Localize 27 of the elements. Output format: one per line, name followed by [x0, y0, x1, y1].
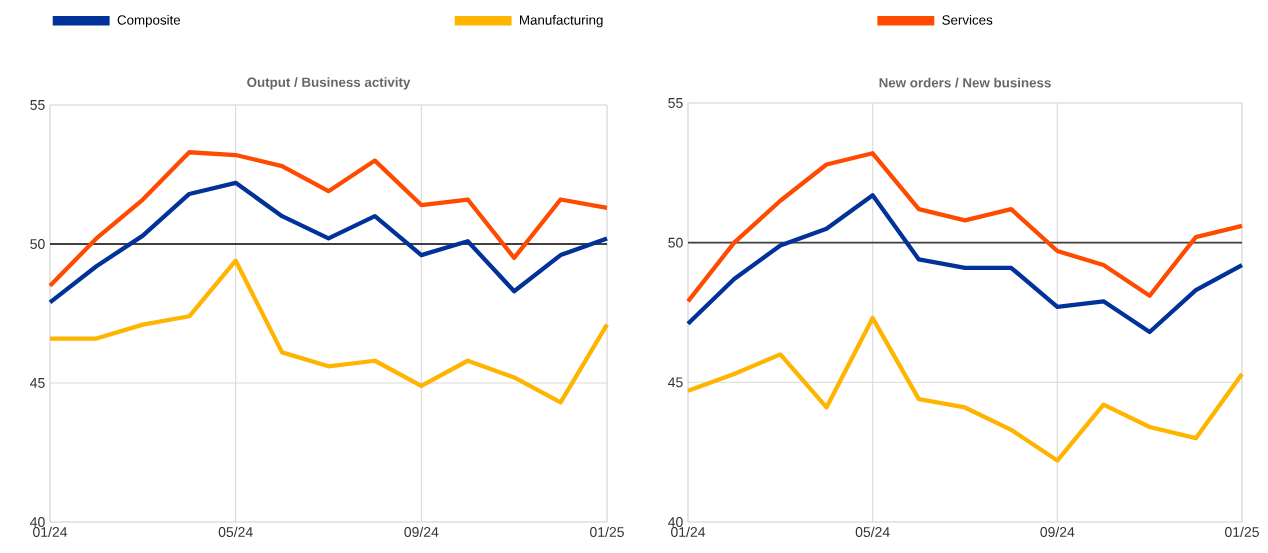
x-tick-label: 05/24 — [855, 526, 890, 537]
x-tick-label: 01/25 — [1225, 526, 1259, 537]
x-tick-label: 09/24 — [1040, 526, 1075, 537]
chart-title: Output / Business activity — [247, 77, 411, 90]
x-tick-label: 05/24 — [218, 526, 253, 537]
y-tick-label: 55 — [668, 98, 683, 108]
x-tick-label: 01/25 — [590, 526, 624, 537]
y-tick-label: 50 — [668, 237, 683, 248]
chart-title: New orders / New business — [879, 77, 1051, 88]
line-series — [47, 180, 610, 305]
y-tick-label: 40 — [30, 517, 45, 527]
y-tick-label: 45 — [30, 378, 45, 388]
legend-label: Manufacturing — [520, 14, 603, 28]
legend-label: Services — [942, 14, 993, 25]
line-series — [685, 193, 1245, 335]
line-series — [685, 315, 1245, 463]
y-tick-label: 45 — [668, 377, 683, 388]
x-tick-label: 01/24 — [33, 526, 68, 537]
line-series — [47, 150, 610, 288]
x-tick-label: 01/24 — [671, 526, 706, 537]
line-series — [685, 151, 1245, 304]
y-tick-label: 50 — [30, 239, 45, 249]
legend-label: Composite — [117, 14, 181, 28]
x-tick-label: 09/24 — [404, 526, 439, 537]
y-tick-label: 40 — [668, 517, 683, 527]
y-tick-label: 55 — [30, 100, 45, 110]
line-series — [47, 258, 610, 405]
